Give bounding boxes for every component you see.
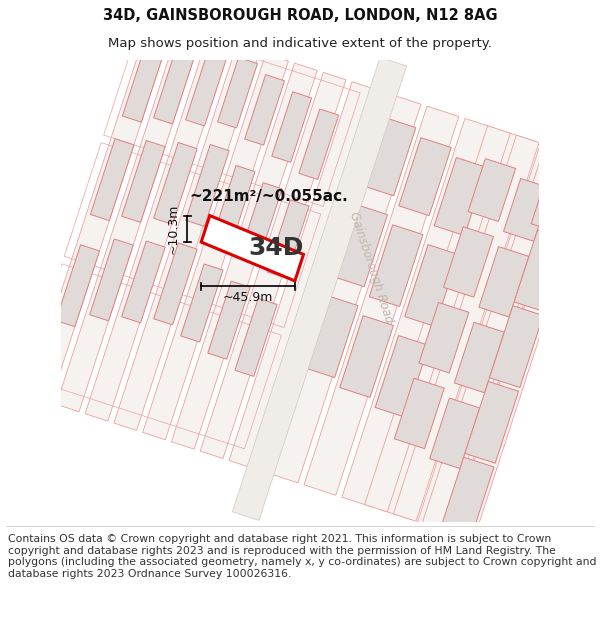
Polygon shape xyxy=(342,119,497,508)
Polygon shape xyxy=(172,63,317,449)
Polygon shape xyxy=(213,166,255,244)
Polygon shape xyxy=(503,179,551,241)
Text: Gainsborough Road: Gainsborough Road xyxy=(347,209,396,324)
Polygon shape xyxy=(185,144,229,226)
Polygon shape xyxy=(28,16,173,402)
Polygon shape xyxy=(443,227,493,297)
Polygon shape xyxy=(89,239,133,321)
Polygon shape xyxy=(369,225,423,306)
Polygon shape xyxy=(422,144,568,531)
Polygon shape xyxy=(56,245,100,327)
Polygon shape xyxy=(451,154,596,540)
Polygon shape xyxy=(365,126,511,512)
Polygon shape xyxy=(304,106,459,495)
Polygon shape xyxy=(531,148,593,231)
Text: Contains OS data © Crown copyright and database right 2021. This information is : Contains OS data © Crown copyright and d… xyxy=(8,534,596,579)
Text: 34D, GAINSBOROUGH ROAD, LONDON, N12 8AG: 34D, GAINSBOROUGH ROAD, LONDON, N12 8AG xyxy=(103,8,497,22)
Polygon shape xyxy=(235,298,277,376)
Polygon shape xyxy=(468,159,515,221)
Polygon shape xyxy=(232,58,407,521)
Polygon shape xyxy=(434,158,487,236)
Polygon shape xyxy=(440,457,494,539)
Polygon shape xyxy=(229,82,375,468)
Polygon shape xyxy=(185,52,227,126)
Text: ~10.3m: ~10.3m xyxy=(167,204,179,254)
Polygon shape xyxy=(122,241,165,323)
Polygon shape xyxy=(91,139,134,221)
Polygon shape xyxy=(340,316,394,398)
Polygon shape xyxy=(154,49,195,124)
Polygon shape xyxy=(454,322,504,392)
Polygon shape xyxy=(334,205,388,287)
Polygon shape xyxy=(514,230,568,312)
Polygon shape xyxy=(266,94,421,483)
Polygon shape xyxy=(267,200,309,278)
Text: ~221m²/~0.055ac.: ~221m²/~0.055ac. xyxy=(189,189,347,204)
Polygon shape xyxy=(405,244,458,326)
Polygon shape xyxy=(419,302,469,373)
Polygon shape xyxy=(200,72,346,459)
Polygon shape xyxy=(394,378,444,449)
Polygon shape xyxy=(85,35,231,421)
Polygon shape xyxy=(122,48,163,122)
Polygon shape xyxy=(143,54,289,440)
Polygon shape xyxy=(299,109,339,179)
Text: 34D: 34D xyxy=(248,236,304,260)
Polygon shape xyxy=(364,118,416,196)
Polygon shape xyxy=(122,141,165,222)
Polygon shape xyxy=(154,142,197,224)
Polygon shape xyxy=(272,92,311,162)
Polygon shape xyxy=(380,131,535,520)
Polygon shape xyxy=(218,58,257,128)
Polygon shape xyxy=(394,135,539,521)
Polygon shape xyxy=(430,398,479,469)
Polygon shape xyxy=(399,138,451,216)
Polygon shape xyxy=(375,336,429,418)
Polygon shape xyxy=(479,247,529,317)
Polygon shape xyxy=(201,216,304,281)
Polygon shape xyxy=(56,26,202,412)
Polygon shape xyxy=(208,281,250,359)
Polygon shape xyxy=(245,74,284,145)
Polygon shape xyxy=(114,44,260,431)
Polygon shape xyxy=(304,296,358,378)
Polygon shape xyxy=(490,306,543,388)
Polygon shape xyxy=(240,182,282,261)
Polygon shape xyxy=(181,264,223,342)
Polygon shape xyxy=(465,381,518,463)
Polygon shape xyxy=(154,243,197,325)
Polygon shape xyxy=(418,143,572,532)
Text: ~45.9m: ~45.9m xyxy=(223,291,273,304)
Text: Map shows position and indicative extent of the property.: Map shows position and indicative extent… xyxy=(108,37,492,50)
